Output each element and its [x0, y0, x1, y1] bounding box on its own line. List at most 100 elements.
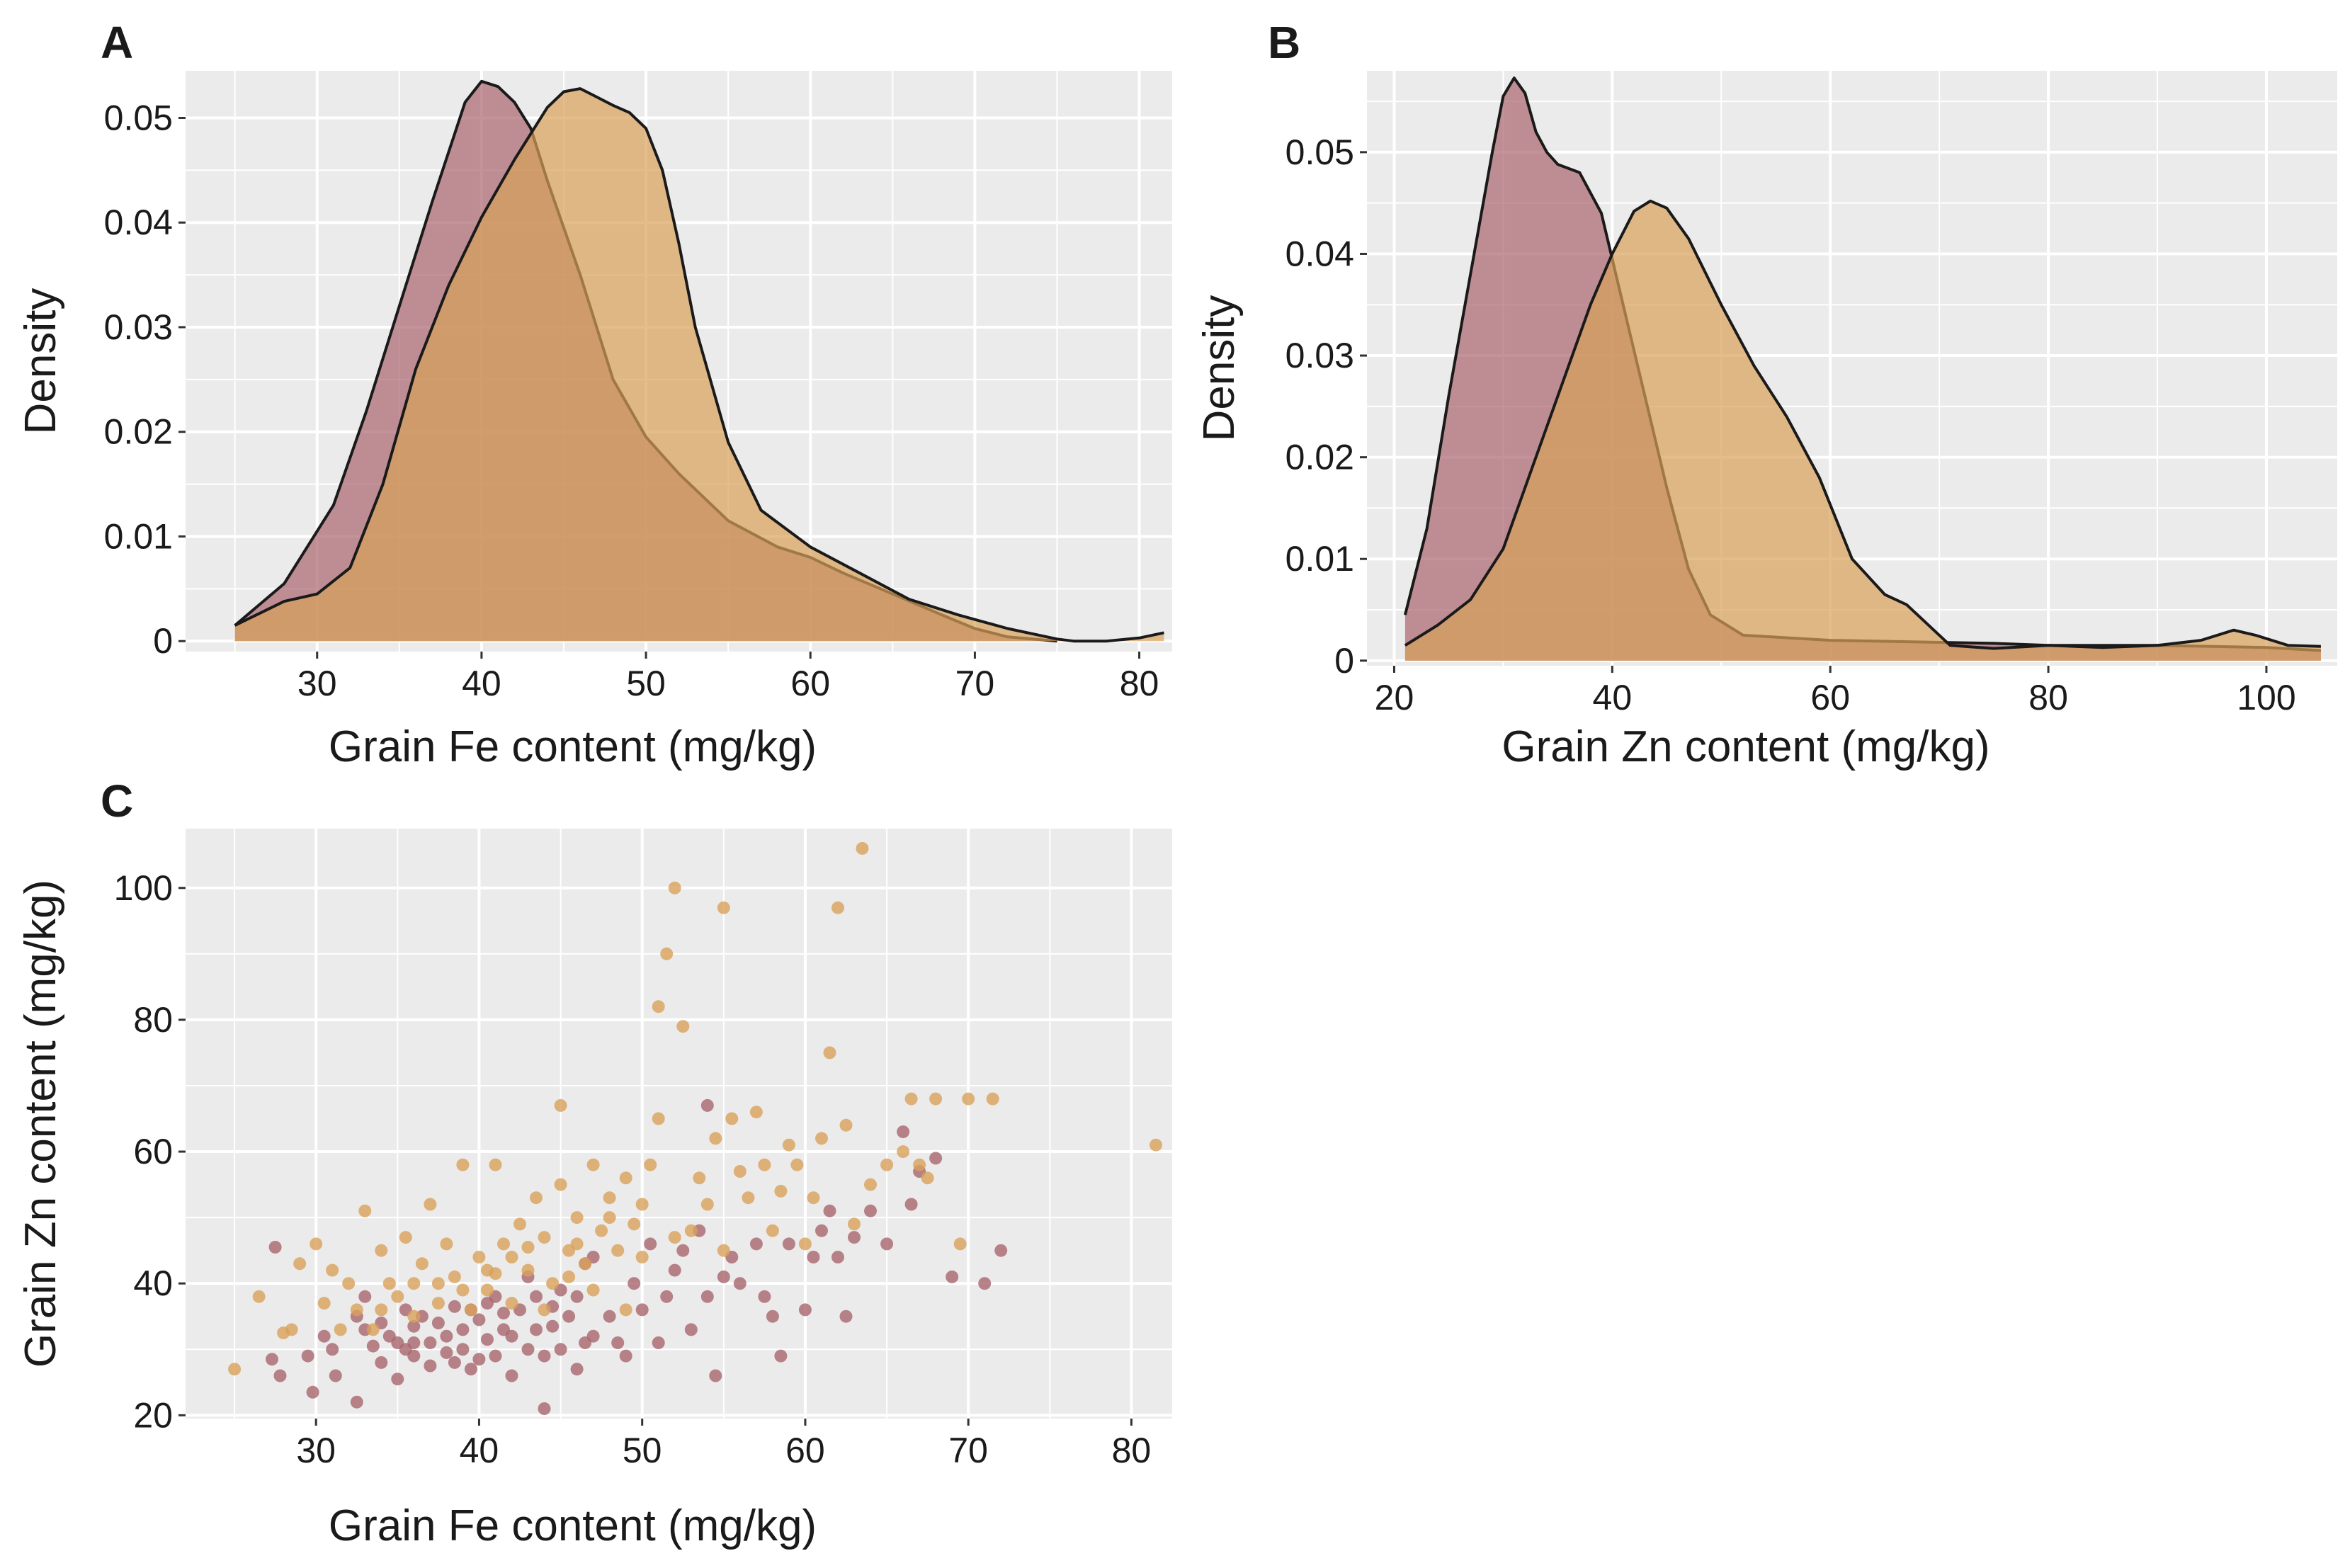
density-area-2 — [234, 89, 1164, 642]
scatter-point-2 — [856, 841, 869, 855]
scatter-point-1 — [676, 1244, 690, 1257]
scatter-point-2 — [709, 1132, 722, 1145]
scatter-point-2 — [489, 1267, 502, 1280]
scatter-point-2 — [538, 1303, 551, 1317]
scatter-point-2 — [742, 1191, 755, 1205]
x-tick-label: 80 — [1112, 1431, 1152, 1470]
scatter-point-2 — [424, 1198, 437, 1211]
x-axis-title: Grain Fe content (mg/kg) — [329, 722, 817, 771]
scatter-point-1 — [579, 1336, 592, 1349]
y-tick-label: 20 — [133, 1395, 173, 1435]
y-tick-label: 60 — [133, 1132, 173, 1171]
scatter-point-1 — [424, 1336, 437, 1349]
y-tick-label: 0.02 — [104, 412, 173, 452]
density-line-2 — [1404, 199, 2321, 650]
scatter-point-1 — [505, 1369, 518, 1382]
x-tick-label: 40 — [462, 664, 501, 703]
scatter-point-1 — [749, 1237, 763, 1251]
scatter-point-1 — [440, 1329, 453, 1343]
scatter-point-2 — [652, 1000, 665, 1013]
scatter-point-2 — [619, 1303, 632, 1317]
scatter-point-1 — [521, 1343, 535, 1356]
scatter-point-1 — [660, 1290, 674, 1303]
scatter-point-2 — [880, 1158, 894, 1171]
scatter-point-2 — [415, 1257, 428, 1271]
scatter-point-2 — [929, 1092, 943, 1106]
scatter-point-2 — [554, 1098, 567, 1112]
scatter-point-2 — [684, 1224, 698, 1237]
scatter-point-1 — [839, 1309, 853, 1323]
scatter-point-2 — [489, 1158, 502, 1171]
panel-letter: B — [1268, 17, 1300, 68]
scatter-point-1 — [635, 1303, 649, 1317]
y-tick-label: 100 — [114, 868, 173, 908]
scatter-point-2 — [521, 1263, 535, 1277]
scatter-point-1 — [266, 1353, 278, 1366]
scatter-point-1 — [472, 1353, 486, 1366]
scatter-point-1 — [497, 1307, 510, 1320]
scatter-point-2 — [570, 1211, 584, 1225]
scatter-point-2 — [644, 1158, 657, 1171]
y-tick-label: 0.04 — [104, 203, 173, 242]
x-axis-title: Grain Fe content (mg/kg) — [329, 1501, 817, 1550]
scatter-point-2 — [546, 1277, 560, 1290]
scatter-point-2 — [334, 1323, 347, 1336]
scatter-point-1 — [399, 1343, 412, 1356]
scatter-point-1 — [766, 1309, 779, 1323]
scatter-point-2 — [554, 1178, 567, 1191]
scatter-point-1 — [273, 1369, 287, 1382]
scatter-point-2 — [562, 1270, 576, 1283]
scatter-point-1 — [709, 1369, 722, 1382]
scatter-point-1 — [489, 1349, 502, 1363]
y-axis-title: Grain Zn content (mg/kg) — [16, 880, 65, 1368]
scatter-point-2 — [815, 1132, 828, 1145]
scatter-point-2 — [904, 1092, 918, 1106]
x-tick-label: 80 — [1120, 664, 1159, 703]
scatter-point-1 — [538, 1349, 551, 1363]
scatter-point-2 — [440, 1237, 453, 1251]
x-tick-label: 50 — [626, 664, 666, 703]
scatter-point-2 — [505, 1297, 518, 1310]
scatter-point-2 — [790, 1158, 804, 1171]
scatter-point-1 — [619, 1349, 632, 1363]
scatter-point-2 — [285, 1323, 298, 1336]
scatter-point-1 — [994, 1244, 1008, 1257]
scatter-point-2 — [897, 1145, 910, 1159]
x-tick-label: 40 — [1593, 678, 1633, 717]
scatter-point-1 — [301, 1349, 314, 1363]
scatter-point-1 — [317, 1329, 331, 1343]
y-tick-label: 0.02 — [1285, 438, 1354, 477]
scatter-point-1 — [268, 1241, 282, 1254]
scatter-point-2 — [317, 1297, 331, 1310]
scatter-point-2 — [611, 1244, 625, 1257]
y-tick-label: 0 — [1334, 641, 1354, 681]
scatter-point-2 — [660, 947, 674, 960]
x-tick-label: 60 — [790, 664, 830, 703]
scatter-point-2 — [628, 1217, 641, 1231]
scatter-point-2 — [431, 1297, 445, 1310]
x-tick-label: 70 — [955, 664, 995, 703]
scatter-point-1 — [530, 1323, 543, 1336]
scatter-point-2 — [962, 1092, 975, 1106]
scatter-point-2 — [782, 1138, 795, 1152]
x-tick-label: 60 — [1810, 678, 1850, 717]
scatter-point-2 — [668, 1231, 681, 1244]
panel-letter: A — [101, 17, 133, 68]
scatter-point-1 — [554, 1343, 567, 1356]
scatter-point-1 — [880, 1237, 894, 1251]
x-tick-label: 20 — [1375, 678, 1414, 717]
scatter-point-2 — [668, 881, 681, 894]
scatter-point-2 — [391, 1290, 404, 1303]
scatter-point-1 — [440, 1346, 453, 1359]
panel-a: A 30 40 50 60 70 80 0 0.01 0.02 0.03 0.04 0.05 Grain … — [16, 17, 1172, 771]
scatter-point-2 — [913, 1158, 926, 1171]
scatter-point-1 — [823, 1204, 836, 1217]
scatter-point-2 — [603, 1211, 616, 1225]
scatter-point-1 — [700, 1290, 714, 1303]
scatter-point-2 — [456, 1158, 470, 1171]
scatter-point-1 — [326, 1343, 339, 1356]
scatter-point-1 — [306, 1385, 319, 1399]
scatter-point-2 — [456, 1283, 470, 1297]
scatter-point-1 — [358, 1290, 372, 1303]
scatter-point-2 — [448, 1270, 461, 1283]
